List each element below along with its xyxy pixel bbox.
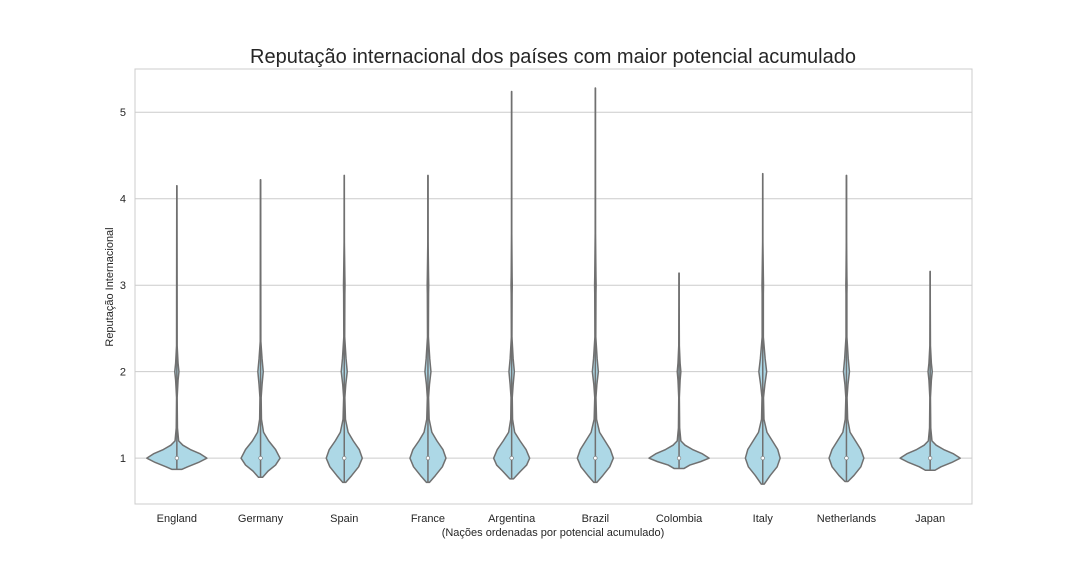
x-tick-label-brazil: Brazil — [582, 513, 610, 525]
chart-title: Reputação internacional dos países com m… — [250, 46, 856, 68]
y-tick-label-1: 1 — [120, 453, 126, 465]
violin-colombia — [648, 272, 710, 470]
y-tick-labels: 1 2 3 4 5 — [120, 107, 126, 465]
x-axis-label: (Nações ordenadas por potencial acumulad… — [442, 527, 665, 539]
x-tick-label-netherlands: Netherlands — [817, 513, 877, 525]
x-tick-label-colombia: Colombia — [656, 513, 703, 525]
x-tick-label-spain: Spain — [330, 513, 358, 525]
violin-japan — [899, 270, 961, 472]
violin-median-argentina — [509, 456, 514, 461]
x-tick-labels: England Germany Spain France Argentina Brazil… — [157, 513, 945, 525]
violin-median-spain — [342, 456, 347, 461]
violin-argentina — [492, 90, 531, 480]
plot-frame — [134, 68, 973, 505]
y-axis-label: Reputação Internacional — [104, 227, 116, 346]
violin-spain — [325, 174, 363, 484]
violin-median-france — [425, 456, 431, 461]
violin-median-italy — [760, 456, 765, 461]
y-tick-label-4: 4 — [120, 194, 126, 206]
x-tick-label-italy: Italy — [753, 513, 774, 525]
violin-netherlands — [828, 174, 865, 483]
violin-brazil — [576, 87, 615, 484]
violin-median-england — [174, 456, 179, 461]
x-tick-label-england: England — [157, 513, 197, 525]
y-tick-label-5: 5 — [120, 107, 126, 119]
violins — [146, 87, 961, 485]
violin-median-germany — [258, 456, 263, 461]
violin-england — [146, 185, 208, 471]
x-tick-label-argentina: Argentina — [488, 513, 536, 525]
x-tick-label-germany: Germany — [238, 513, 284, 525]
violin-median-colombia — [676, 456, 682, 461]
violin-italy — [744, 172, 781, 485]
y-tick-label-3: 3 — [120, 280, 126, 292]
y-tick-label-2: 2 — [120, 367, 126, 379]
violin-median-netherlands — [844, 456, 849, 461]
x-tick-label-france: France — [411, 513, 445, 525]
violin-germany — [240, 178, 281, 478]
x-tick-label-japan: Japan — [915, 513, 945, 525]
violin-median-japan — [928, 456, 933, 461]
violin-median-brazil — [593, 456, 598, 461]
violin-france — [409, 174, 447, 484]
